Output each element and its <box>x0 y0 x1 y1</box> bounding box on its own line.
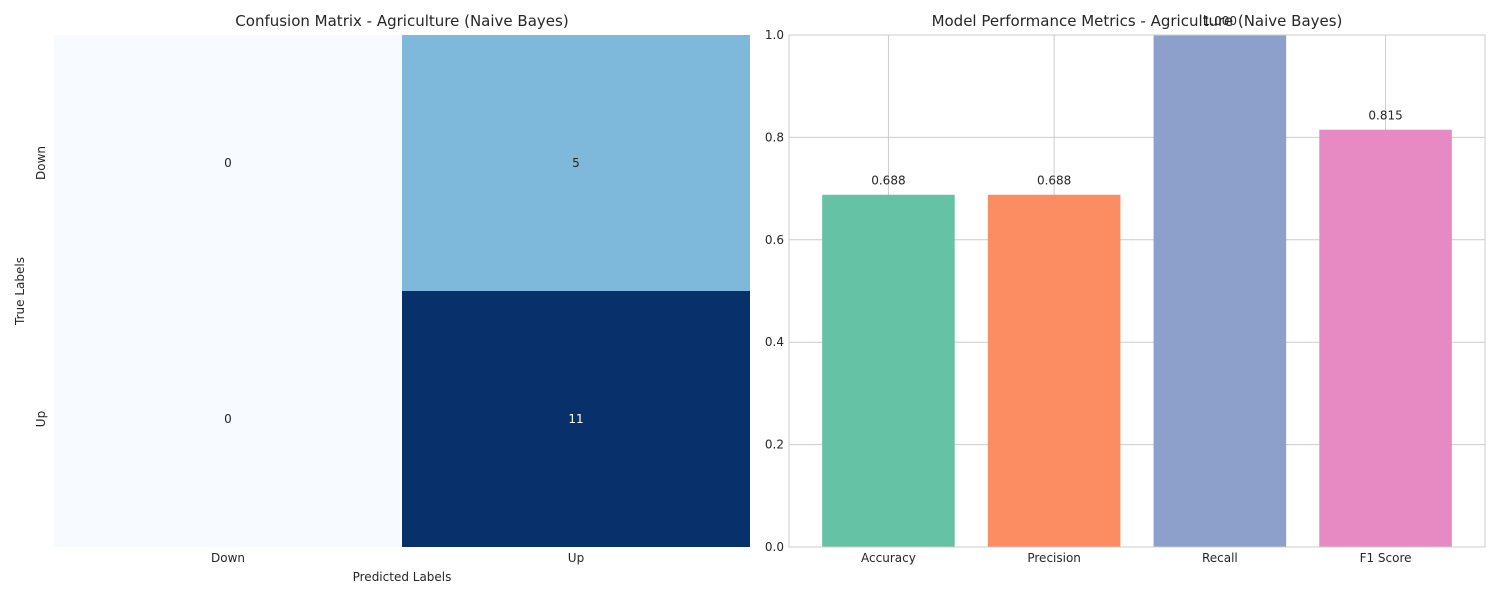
bar-value-label: 0.688 <box>1037 174 1071 188</box>
bar-y-tick-label: 0.4 <box>765 335 784 349</box>
heatmap-x-ticks: Down Up <box>211 551 584 565</box>
metric-bar <box>1153 35 1287 547</box>
heatmap-x-tick-label: Down <box>211 551 245 565</box>
bar-x-ticks: Accuracy Precision Recall F1 Score <box>861 551 1412 565</box>
bar-x-tick-label: Recall <box>1202 551 1238 565</box>
bar-value-label: 0.688 <box>871 174 905 188</box>
heatmap-cell-label: 5 <box>572 156 580 170</box>
heatmap-cell <box>54 35 402 291</box>
bar-series: 0.688 0.688 1.000 0.815 <box>822 14 1452 547</box>
bar-y-ticks: 0.0 0.2 0.4 0.6 0.8 1.0 <box>765 28 784 554</box>
heatmap-x-tick-label: Up <box>568 551 584 565</box>
heatmap-y-tick-label: Up <box>34 411 48 427</box>
metric-bar <box>987 194 1121 547</box>
metrics-bar-panel: Model Performance Metrics - Agriculture … <box>765 12 1486 565</box>
heatmap-y-ticks: Down Up <box>34 146 48 427</box>
bar-plot-frame <box>788 34 1486 548</box>
heatmap-cell-label: 11 <box>568 412 583 426</box>
heatmap-cell-label: 0 <box>224 156 232 170</box>
heatmap-y-tick-label: Down <box>34 146 48 180</box>
bar-x-tick-label: Precision <box>1027 551 1081 565</box>
heatmap-x-axis-label: Predicted Labels <box>353 570 452 584</box>
confusion-matrix-panel: Confusion Matrix - Agriculture (Naive Ba… <box>13 12 750 584</box>
bar-y-tick-label: 1.0 <box>765 28 784 42</box>
bar-x-tick-label: Accuracy <box>861 551 916 565</box>
bar-x-tick-label: F1 Score <box>1360 551 1412 565</box>
bar-y-tick-label: 0.2 <box>765 438 784 452</box>
bar-value-label: 1.000 <box>1203 14 1237 28</box>
bar-y-tick-label: 0.0 <box>765 540 784 554</box>
bar-value-label: 0.815 <box>1368 109 1402 123</box>
heatmap-cells: 0 5 0 11 <box>54 35 750 547</box>
heatmap-cell-label: 0 <box>224 412 232 426</box>
metric-bar <box>822 194 955 547</box>
heatmap-y-axis-label: True Labels <box>13 257 27 326</box>
metric-bar <box>1319 129 1452 547</box>
bar-y-tick-label: 0.6 <box>765 233 784 247</box>
heatmap-title: Confusion Matrix - Agriculture (Naive Ba… <box>235 12 568 30</box>
heatmap-cell <box>54 291 402 547</box>
bar-y-tick-label: 0.8 <box>765 130 784 144</box>
bar-chart-title: Model Performance Metrics - Agriculture … <box>932 12 1343 30</box>
heatmap-cell <box>402 35 750 291</box>
heatmap-cell <box>402 291 750 547</box>
